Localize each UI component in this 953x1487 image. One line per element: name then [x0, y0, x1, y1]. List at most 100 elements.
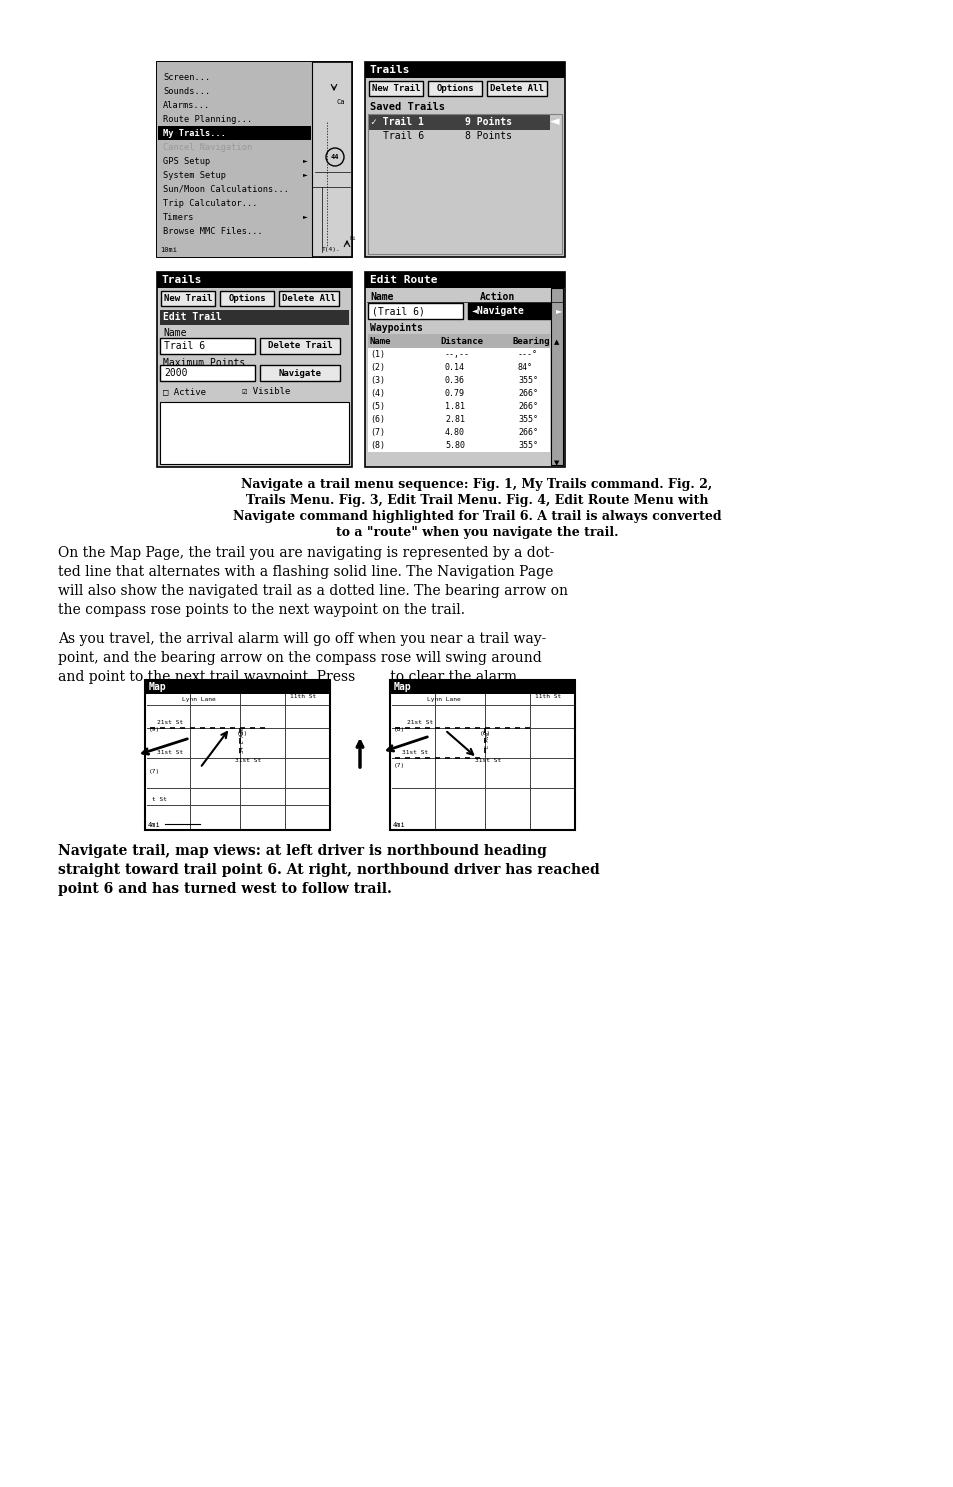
Bar — [368, 361, 550, 375]
Text: Fi: Fi — [349, 236, 355, 241]
Text: ☑ Visible: ☑ Visible — [242, 387, 290, 396]
Text: Delete All: Delete All — [490, 83, 543, 94]
Text: 266°: 266° — [517, 401, 537, 410]
Text: 11th St: 11th St — [535, 693, 560, 699]
Bar — [369, 80, 422, 97]
Text: Edit Trail: Edit Trail — [163, 312, 221, 323]
Bar — [368, 400, 550, 413]
Text: to a "route" when you navigate the trail.: to a "route" when you navigate the trail… — [335, 526, 618, 538]
Text: (4): (4) — [370, 390, 385, 399]
Text: 1.81: 1.81 — [444, 401, 464, 410]
Bar — [368, 375, 550, 387]
Text: 34 E Ave: 34 E Ave — [240, 727, 245, 752]
Text: (1): (1) — [370, 349, 385, 358]
Text: Delete Trail: Delete Trail — [268, 342, 332, 351]
Text: Waypoints: Waypoints — [370, 323, 422, 333]
Text: Distance: Distance — [439, 336, 482, 345]
Text: Name: Name — [370, 291, 393, 302]
Text: 355°: 355° — [517, 442, 537, 451]
Text: Options: Options — [436, 83, 474, 94]
Bar — [157, 272, 352, 467]
Text: ►: ► — [556, 306, 561, 315]
Text: E Ave: E Ave — [484, 732, 490, 748]
Text: 4mi: 4mi — [148, 822, 161, 828]
Text: GPS Setup: GPS Setup — [163, 156, 210, 165]
Bar — [161, 291, 214, 306]
Bar — [157, 62, 312, 257]
Text: ►: ► — [303, 159, 308, 164]
Bar — [365, 62, 564, 77]
Bar — [260, 338, 339, 354]
Text: 31st St: 31st St — [157, 749, 183, 755]
Text: 355°: 355° — [517, 376, 537, 385]
Bar — [160, 309, 349, 326]
Text: (8): (8) — [370, 442, 385, 451]
Text: Navigate trail, map views: at left driver is northbound heading: Navigate trail, map views: at left drive… — [58, 845, 546, 858]
Bar — [368, 439, 550, 452]
Bar — [368, 413, 550, 425]
Text: ted line that alternates with a flashing solid line. The Navigation Page: ted line that alternates with a flashing… — [58, 565, 553, 578]
Text: 2000: 2000 — [164, 367, 188, 378]
Text: ▲: ▲ — [554, 339, 559, 345]
Text: 44: 44 — [331, 155, 339, 161]
Text: Name: Name — [370, 336, 391, 345]
Text: Navigate a trail menu sequence: Fig. 1, My Trails command. Fig. 2,: Navigate a trail menu sequence: Fig. 1, … — [241, 477, 712, 491]
Bar — [368, 114, 550, 129]
Text: 31st St: 31st St — [234, 757, 261, 763]
Text: ◄: ◄ — [550, 116, 559, 128]
Text: (6): (6) — [370, 415, 385, 424]
Text: New Trail: New Trail — [372, 83, 419, 94]
Bar — [365, 272, 564, 467]
Text: Maximum Points: Maximum Points — [163, 358, 245, 367]
Text: t St: t St — [152, 797, 167, 801]
Text: My Trails...: My Trails... — [163, 128, 226, 137]
Text: 11th St: 11th St — [290, 693, 315, 699]
Text: Browse MMC Files...: Browse MMC Files... — [163, 226, 262, 235]
Text: Map: Map — [149, 683, 167, 691]
Text: New Trail: New Trail — [164, 294, 212, 303]
Text: Map: Map — [394, 683, 411, 691]
Text: 31st St: 31st St — [401, 749, 428, 755]
Bar — [551, 288, 562, 465]
Text: 266°: 266° — [517, 428, 537, 437]
Text: 0.14: 0.14 — [444, 363, 464, 372]
Text: Delete All: Delete All — [282, 294, 335, 303]
Text: Sun/Moon Calculations...: Sun/Moon Calculations... — [163, 184, 289, 193]
Text: Lynn Lane: Lynn Lane — [427, 697, 460, 702]
Text: Edit Route: Edit Route — [370, 275, 437, 286]
Text: (Trail 6): (Trail 6) — [372, 306, 424, 317]
Text: 8 Points: 8 Points — [464, 131, 512, 141]
Text: (7): (7) — [394, 763, 405, 767]
Text: 355°: 355° — [517, 415, 537, 424]
Text: 21st St: 21st St — [157, 720, 183, 726]
Text: (7): (7) — [370, 428, 385, 437]
Bar — [390, 680, 575, 830]
Text: 5.80: 5.80 — [444, 442, 464, 451]
Text: (8): (8) — [394, 727, 405, 733]
Bar — [368, 303, 462, 320]
Bar — [160, 338, 254, 354]
Text: □ Active: □ Active — [163, 387, 206, 396]
Bar — [157, 62, 352, 257]
Text: ►: ► — [303, 214, 308, 220]
Text: 0.36: 0.36 — [444, 376, 464, 385]
Text: Name: Name — [163, 329, 186, 338]
Text: Trip Calculator...: Trip Calculator... — [163, 198, 257, 208]
Text: the compass rose points to the next waypoint on the trail.: the compass rose points to the next wayp… — [58, 604, 464, 617]
Text: Action: Action — [479, 291, 515, 302]
Text: point, and the bearing arrow on the compass rose will swing around: point, and the bearing arrow on the comp… — [58, 651, 541, 665]
Text: will also show the navigated trail as a dotted line. The bearing arrow on: will also show the navigated trail as a … — [58, 584, 567, 598]
Bar — [428, 80, 481, 97]
Text: 21st St: 21st St — [407, 720, 433, 726]
Text: Lynn Lane: Lynn Lane — [182, 697, 215, 702]
Text: 31st St: 31st St — [475, 757, 500, 763]
Text: (7): (7) — [149, 769, 160, 775]
Bar — [145, 680, 330, 830]
Text: (5): (5) — [370, 401, 385, 410]
Text: Saved Trails: Saved Trails — [370, 103, 444, 112]
Bar — [368, 425, 550, 439]
Text: (2): (2) — [370, 363, 385, 372]
Bar — [368, 387, 550, 400]
Text: Trails: Trails — [162, 275, 202, 286]
Text: (6): (6) — [479, 730, 491, 736]
